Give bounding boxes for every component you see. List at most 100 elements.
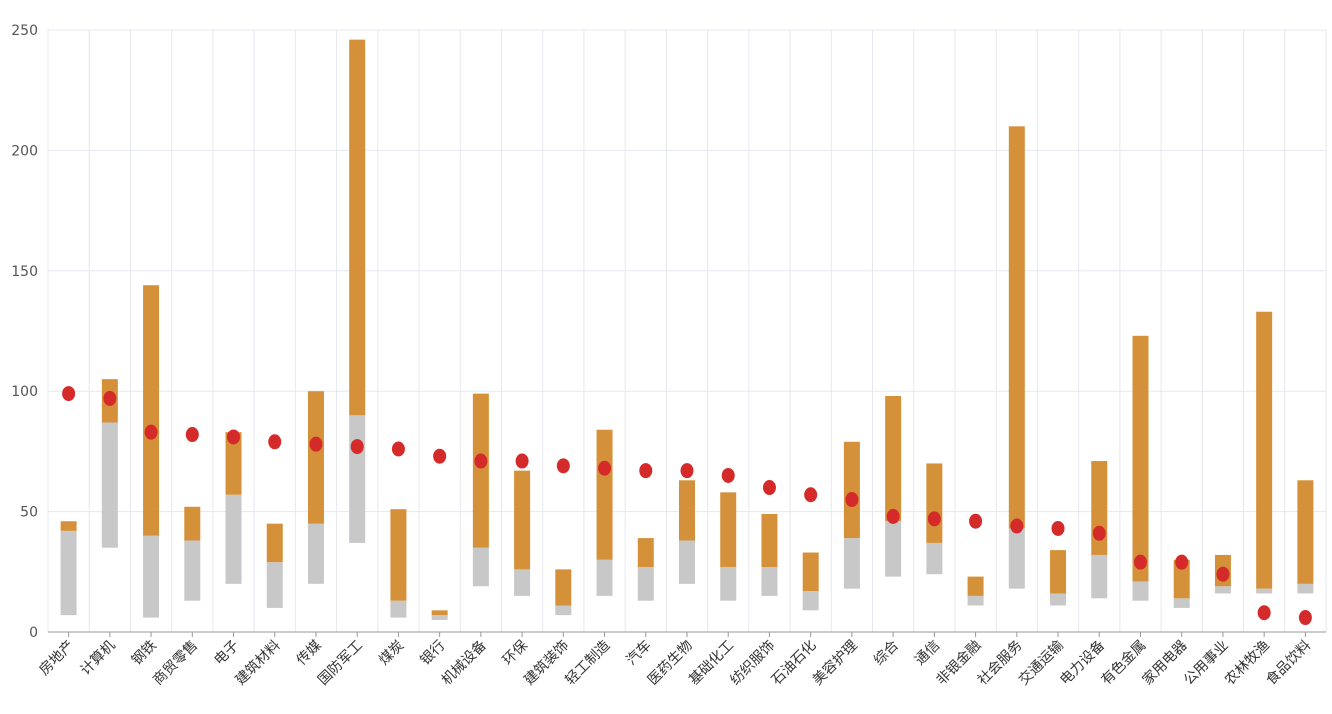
bar-upper-20 bbox=[885, 396, 902, 522]
x-tick-label: 商贸零售 bbox=[150, 638, 201, 689]
marker-21 bbox=[927, 511, 941, 527]
marker-3 bbox=[185, 427, 199, 443]
marker-7 bbox=[350, 439, 364, 455]
bar-lower-1 bbox=[101, 422, 118, 548]
bar-upper-21 bbox=[926, 463, 943, 543]
bar-lower-6 bbox=[307, 523, 324, 584]
bar-lower-3 bbox=[184, 540, 201, 601]
bar-lower-19 bbox=[843, 538, 860, 589]
marker-29 bbox=[1257, 605, 1271, 621]
bar-lower-8 bbox=[390, 600, 407, 618]
marker-17 bbox=[762, 480, 776, 496]
marker-26 bbox=[1133, 554, 1147, 570]
marker-24 bbox=[1051, 520, 1065, 536]
x-tick-label: 轻工制造 bbox=[562, 638, 613, 689]
marker-4 bbox=[227, 429, 241, 445]
bar-lower-26 bbox=[1132, 581, 1149, 601]
marker-20 bbox=[886, 508, 900, 524]
grid-lines bbox=[47, 29, 1327, 632]
bars bbox=[60, 39, 1314, 620]
bar-lower-14 bbox=[637, 566, 654, 601]
bar-upper-22 bbox=[967, 576, 984, 596]
marker-23 bbox=[1010, 518, 1024, 534]
marker-19 bbox=[845, 492, 859, 508]
bar-upper-15 bbox=[679, 480, 695, 541]
x-tick-label: 社会服务 bbox=[975, 638, 1026, 689]
marker-12 bbox=[556, 458, 570, 474]
marker-2 bbox=[144, 424, 158, 440]
marker-1 bbox=[103, 390, 117, 406]
bar-lower-29 bbox=[1256, 588, 1273, 594]
x-tick-label: 钢铁 bbox=[129, 638, 160, 669]
bar-upper-16 bbox=[720, 492, 737, 567]
marker-11 bbox=[515, 453, 529, 469]
bar-lower-13 bbox=[596, 559, 613, 596]
marker-18 bbox=[804, 487, 818, 503]
bar-lower-12 bbox=[555, 605, 572, 616]
marker-28 bbox=[1216, 566, 1230, 582]
bar-upper-29 bbox=[1256, 311, 1273, 589]
x-tick-label: 房地产 bbox=[36, 638, 77, 679]
x-tick-label: 美容护理 bbox=[809, 637, 861, 689]
bar-upper-27 bbox=[1173, 559, 1190, 599]
y-tick-label: 200 bbox=[11, 143, 38, 159]
bar-lower-20 bbox=[885, 521, 902, 577]
bar-upper-4 bbox=[225, 432, 242, 495]
bar-upper-17 bbox=[761, 514, 778, 567]
bar-upper-23 bbox=[1008, 126, 1025, 529]
x-tick-label: 农林牧渔 bbox=[1222, 638, 1273, 689]
x-tick-label: 建筑装饰 bbox=[521, 638, 572, 689]
bar-lower-24 bbox=[1050, 593, 1067, 606]
bar-upper-25 bbox=[1091, 461, 1108, 555]
bar-upper-19 bbox=[843, 441, 860, 539]
bar-lower-9 bbox=[431, 615, 448, 620]
x-tick-label: 家用电器 bbox=[1139, 637, 1191, 689]
x-tick-label: 石油石化 bbox=[769, 638, 820, 689]
bar-lower-25 bbox=[1091, 554, 1108, 599]
bar-upper-26 bbox=[1132, 335, 1149, 582]
x-tick-label: 传媒 bbox=[294, 638, 325, 669]
marker-9 bbox=[433, 448, 447, 464]
marker-0 bbox=[62, 386, 76, 402]
x-tick-label: 基础化工 bbox=[685, 637, 737, 689]
x-tick-label: 有色金属 bbox=[1098, 637, 1150, 689]
y-tick-label: 100 bbox=[11, 384, 38, 400]
bar-upper-6 bbox=[307, 391, 324, 524]
bar-lower-17 bbox=[761, 566, 778, 596]
y-tick-label: 150 bbox=[11, 264, 38, 280]
bar-upper-10 bbox=[472, 393, 489, 548]
bar-lower-7 bbox=[349, 415, 366, 543]
bar-lower-27 bbox=[1173, 598, 1190, 608]
bar-upper-12 bbox=[555, 569, 572, 606]
x-tick-label: 医药生物 bbox=[645, 638, 696, 689]
bar-lower-4 bbox=[225, 494, 242, 584]
bar-upper-13 bbox=[596, 429, 613, 560]
x-tick-label: 电子 bbox=[211, 638, 242, 669]
bar-upper-0 bbox=[60, 521, 77, 531]
bar-upper-11 bbox=[514, 470, 531, 570]
x-tick-label: 计算机 bbox=[78, 638, 119, 679]
bar-upper-8 bbox=[390, 509, 407, 601]
bar-upper-3 bbox=[184, 506, 201, 541]
marker-5 bbox=[268, 434, 282, 450]
bar-lower-5 bbox=[266, 562, 283, 608]
bar-lower-21 bbox=[926, 542, 943, 575]
bar-lower-23 bbox=[1008, 528, 1025, 589]
markers bbox=[62, 386, 1312, 626]
bar-lower-0 bbox=[60, 530, 77, 616]
marker-22 bbox=[969, 513, 983, 529]
marker-14 bbox=[639, 463, 653, 479]
marker-13 bbox=[598, 460, 612, 476]
bar-upper-14 bbox=[637, 538, 654, 567]
x-tick-label: 国防军工 bbox=[315, 638, 366, 689]
bar-upper-7 bbox=[349, 39, 366, 416]
bar-lower-10 bbox=[472, 547, 489, 587]
x-tick-label: 非银金融 bbox=[933, 638, 984, 689]
x-tick-label: 纺织服饰 bbox=[727, 638, 778, 689]
x-tick-label: 食品饮料 bbox=[1263, 637, 1315, 689]
marker-8 bbox=[391, 441, 405, 457]
bar-upper-2 bbox=[143, 285, 160, 536]
y-tick-label: 50 bbox=[20, 505, 38, 521]
